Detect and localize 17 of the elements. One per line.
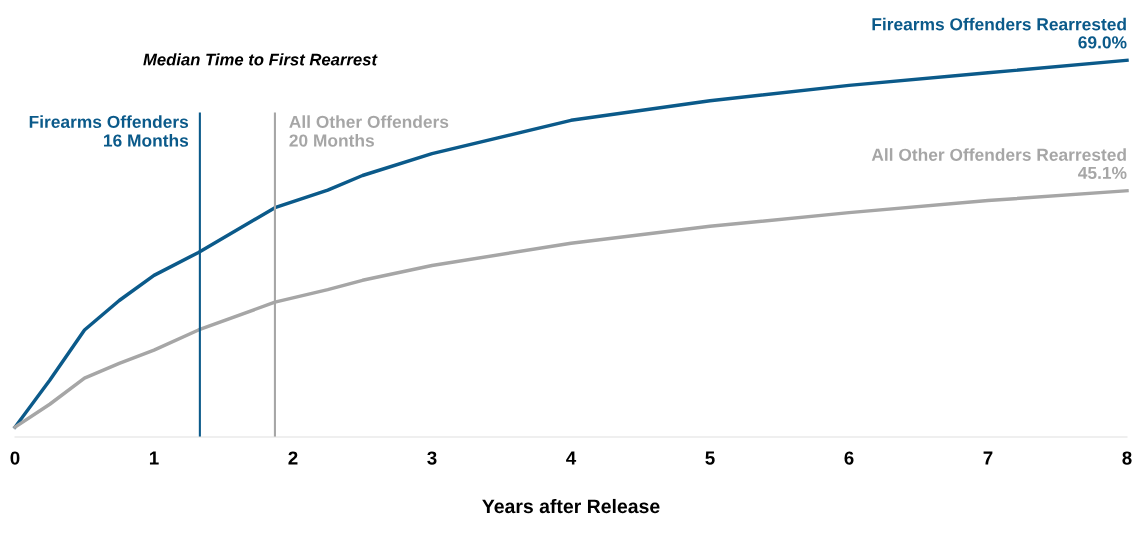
x-tick-label: 7 xyxy=(983,451,993,465)
ref-line-label: Firearms Offenders 16 Months xyxy=(29,115,189,147)
x-tick-label: 8 xyxy=(1122,451,1132,465)
x-axis-title: Years after Release xyxy=(482,498,660,514)
x-tick-label: 3 xyxy=(427,451,437,465)
x-tick-label: 4 xyxy=(566,451,577,465)
series-label: All Other Offenders Rearrested xyxy=(871,148,1126,161)
x-tick-label: 6 xyxy=(844,451,854,465)
x-tick-label: 0 xyxy=(10,451,20,465)
x-tick-label: 5 xyxy=(705,451,715,465)
series-label: Firearms Offenders Rearrested xyxy=(872,17,1126,31)
x-tick-label: 1 xyxy=(149,451,159,465)
annotation: Median Time to First Rearrest xyxy=(143,53,378,66)
x-tick-label: 2 xyxy=(288,451,298,465)
ref-line-label: All Other Offenders 20 Months xyxy=(289,115,449,147)
data-label: 45.1% xyxy=(1078,166,1127,179)
data-label: 69.0% xyxy=(1078,36,1127,49)
